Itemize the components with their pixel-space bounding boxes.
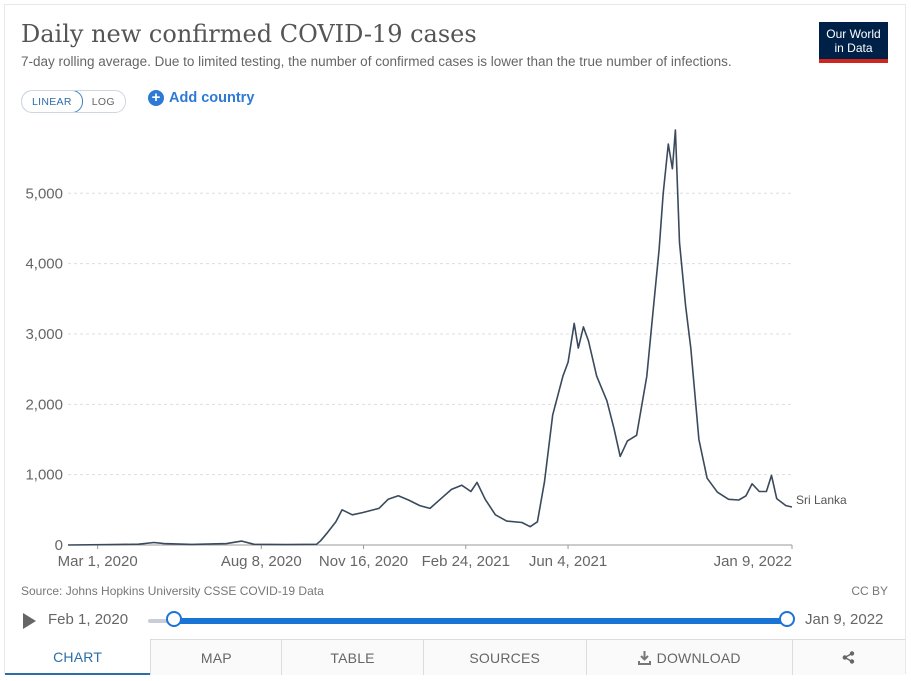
chart-frame	[4, 4, 906, 674]
y-tick-label: 4,000	[25, 256, 63, 273]
tab-map-label: MAP	[200, 649, 232, 666]
chart-subtitle: 7-day rolling average. Due to limited te…	[21, 54, 732, 69]
series-layer: Sri Lanka	[67, 129, 847, 546]
tab-map[interactable]: MAP	[150, 640, 282, 675]
y-tick-label: 2,000	[25, 396, 63, 413]
play-icon[interactable]	[23, 613, 36, 629]
logo-line-1: Our World	[826, 27, 881, 41]
timeline-end-label: Jan 9, 2022	[805, 611, 884, 628]
tab-sources[interactable]: SOURCES	[422, 640, 586, 675]
series-label: Sri Lanka	[796, 493, 847, 507]
logo-line-2: in Data	[834, 41, 873, 55]
share-icon	[842, 651, 855, 664]
add-country-button[interactable]: + Add country	[148, 90, 254, 106]
x-tick-label: Jan 9, 2022	[714, 553, 792, 570]
tab-chart[interactable]: CHART	[5, 639, 151, 675]
tab-table-label: TABLE	[330, 649, 375, 666]
timeline-start-label: Feb 1, 2020	[48, 611, 129, 628]
source-note: Source: Johns Hopkins University CSSE CO…	[21, 584, 324, 598]
line-chart: 0 1,000 2,000 3,000 4,000 5,000 Mar 1, 2020 Au…	[25, 129, 847, 570]
tab-download[interactable]: DOWNLOAD	[585, 640, 792, 675]
series-line-sri-lanka	[67, 129, 793, 546]
x-tick-label: Nov 16, 2020	[319, 553, 408, 570]
grid-lines	[68, 192, 792, 476]
chart-title: Daily new confirmed COVID-19 cases	[21, 20, 477, 48]
log-scale-button[interactable]: LOG	[91, 95, 115, 108]
x-tick-label: Mar 1, 2020	[58, 553, 138, 570]
timeline: Feb 1, 2020 Jan 9, 2022	[21, 610, 891, 632]
x-tick-label: Jun 4, 2021	[529, 553, 607, 570]
y-tick-label: 3,000	[25, 326, 63, 343]
owid-logo[interactable]: Our World in Data	[819, 22, 888, 63]
x-tick-label: Feb 24, 2021	[422, 553, 510, 570]
x-tick-label: Aug 8, 2020	[221, 553, 302, 570]
timeline-start-handle[interactable]	[166, 611, 182, 627]
tab-sources-label: SOURCES	[469, 649, 541, 666]
tab-share[interactable]	[791, 640, 905, 675]
download-icon	[637, 650, 651, 665]
tab-bar: CHART MAP TABLE SOURCES DOWNLOAD	[5, 639, 905, 675]
scale-toggle: LINEAR LOG	[21, 90, 126, 113]
linear-scale-button[interactable]: LINEAR	[21, 91, 83, 112]
tab-table[interactable]: TABLE	[281, 640, 423, 675]
tab-chart-label: CHART	[53, 648, 103, 665]
add-country-label: Add country	[169, 90, 255, 106]
y-tick-label: 1,000	[25, 467, 63, 484]
license-link[interactable]: CC BY	[851, 584, 888, 598]
tab-download-label: DOWNLOAD	[656, 649, 741, 666]
y-tick-label: 5,000	[25, 185, 63, 202]
plus-icon: +	[148, 90, 164, 106]
timeline-end-handle[interactable]	[779, 611, 795, 627]
x-axis: Mar 1, 2020 Aug 8, 2020 Nov 16, 2020 Feb 24…	[58, 544, 793, 570]
timeline-range-fill	[174, 618, 787, 624]
y-tick-label: 0	[55, 537, 63, 554]
y-axis: 0 1,000 2,000 3,000 4,000 5,000	[25, 185, 63, 554]
